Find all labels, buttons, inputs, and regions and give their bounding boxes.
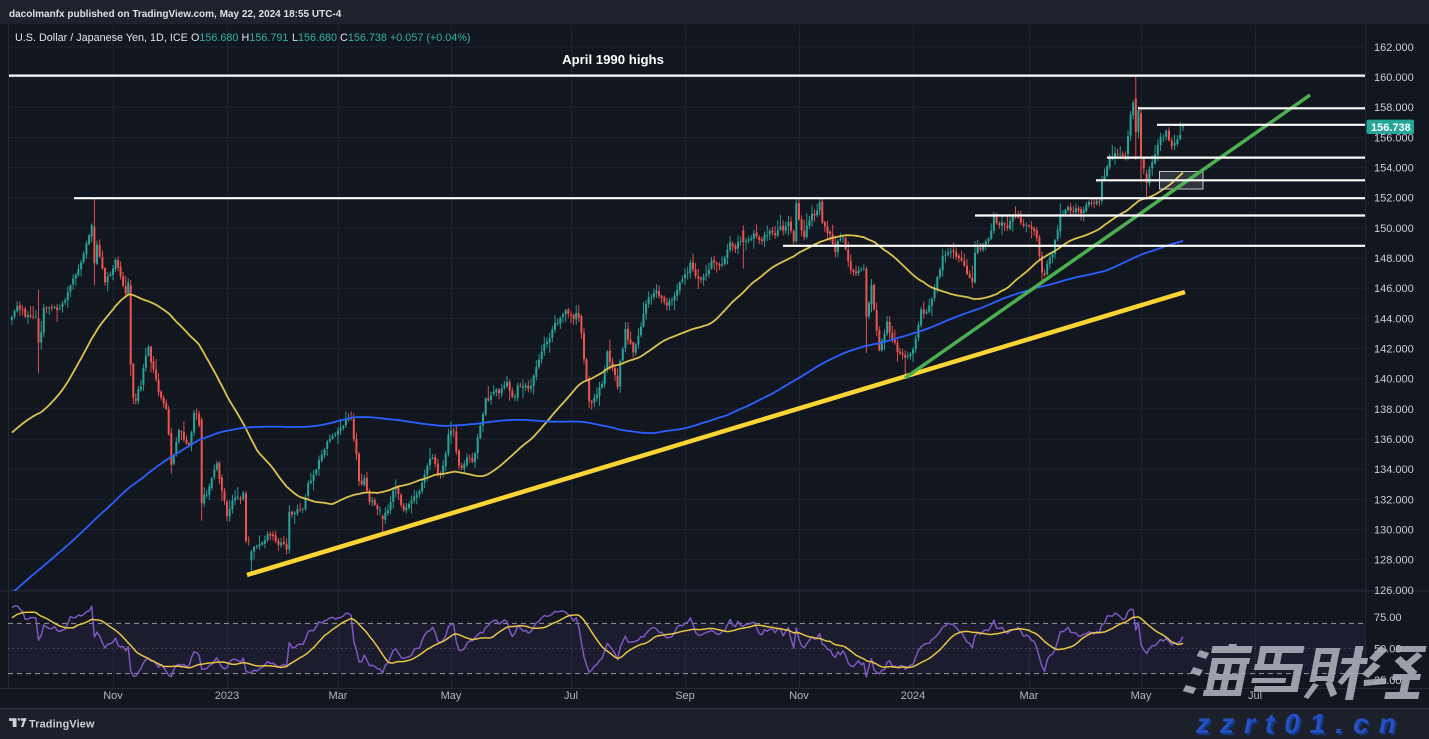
svg-text:+0.057 (+0.04%): +0.057 (+0.04%) <box>390 32 470 44</box>
svg-text:2023: 2023 <box>215 690 239 702</box>
svg-text:126.000: 126.000 <box>1374 585 1414 597</box>
svg-text:L156.680: L156.680 <box>292 32 337 44</box>
svg-text:146.000: 146.000 <box>1374 283 1414 295</box>
svg-text:162.000: 162.000 <box>1374 42 1414 54</box>
svg-text:148.000: 148.000 <box>1374 253 1414 265</box>
svg-text:128.000: 128.000 <box>1374 555 1414 567</box>
svg-text:154.000: 154.000 <box>1374 163 1414 175</box>
svg-text:Nov: Nov <box>789 690 809 702</box>
svg-text:Nov: Nov <box>103 690 123 702</box>
svg-text:136.000: 136.000 <box>1374 434 1414 446</box>
svg-text:TradingView: TradingView <box>29 719 95 731</box>
svg-text:142.000: 142.000 <box>1374 344 1414 356</box>
svg-text:152.000: 152.000 <box>1374 193 1414 205</box>
svg-text:156.000: 156.000 <box>1374 132 1414 144</box>
svg-text:dacolmanfx published on Tradin: dacolmanfx published on TradingView.com,… <box>9 9 342 20</box>
svg-text:134.000: 134.000 <box>1374 464 1414 476</box>
svg-text:144.000: 144.000 <box>1374 313 1414 325</box>
svg-text:Mar: Mar <box>329 690 348 702</box>
svg-text:U.S. Dollar / Japanese Yen, 1D: U.S. Dollar / Japanese Yen, 1D, ICE <box>15 32 188 44</box>
svg-text:158.000: 158.000 <box>1374 102 1414 114</box>
svg-text:Sep: Sep <box>675 690 695 702</box>
svg-text:May: May <box>441 690 462 702</box>
svg-text:C156.738: C156.738 <box>340 32 387 44</box>
svg-text:2024: 2024 <box>901 690 925 702</box>
svg-text:75.00: 75.00 <box>1374 612 1402 624</box>
svg-text:Jul: Jul <box>564 690 578 702</box>
svg-text:Mar: Mar <box>1020 690 1039 702</box>
svg-text:150.000: 150.000 <box>1374 223 1414 235</box>
svg-text:O156.680: O156.680 <box>191 32 238 44</box>
svg-text:zzrt01.cn: zzrt01.cn <box>1195 708 1406 739</box>
svg-text:160.000: 160.000 <box>1374 72 1414 84</box>
svg-text:zzrt01.cn: zzrt01.cn <box>1197 710 1408 739</box>
svg-text:130.000: 130.000 <box>1374 525 1414 537</box>
svg-text:H156.791: H156.791 <box>242 32 289 44</box>
svg-text:138.000: 138.000 <box>1374 404 1414 416</box>
svg-text:May: May <box>1131 690 1152 702</box>
svg-text:April 1990 highs: April 1990 highs <box>562 52 664 67</box>
svg-text:140.000: 140.000 <box>1374 374 1414 386</box>
svg-text:Jul: Jul <box>1248 690 1262 702</box>
svg-text:132.000: 132.000 <box>1374 494 1414 506</box>
svg-text:156.738: 156.738 <box>1371 122 1411 134</box>
